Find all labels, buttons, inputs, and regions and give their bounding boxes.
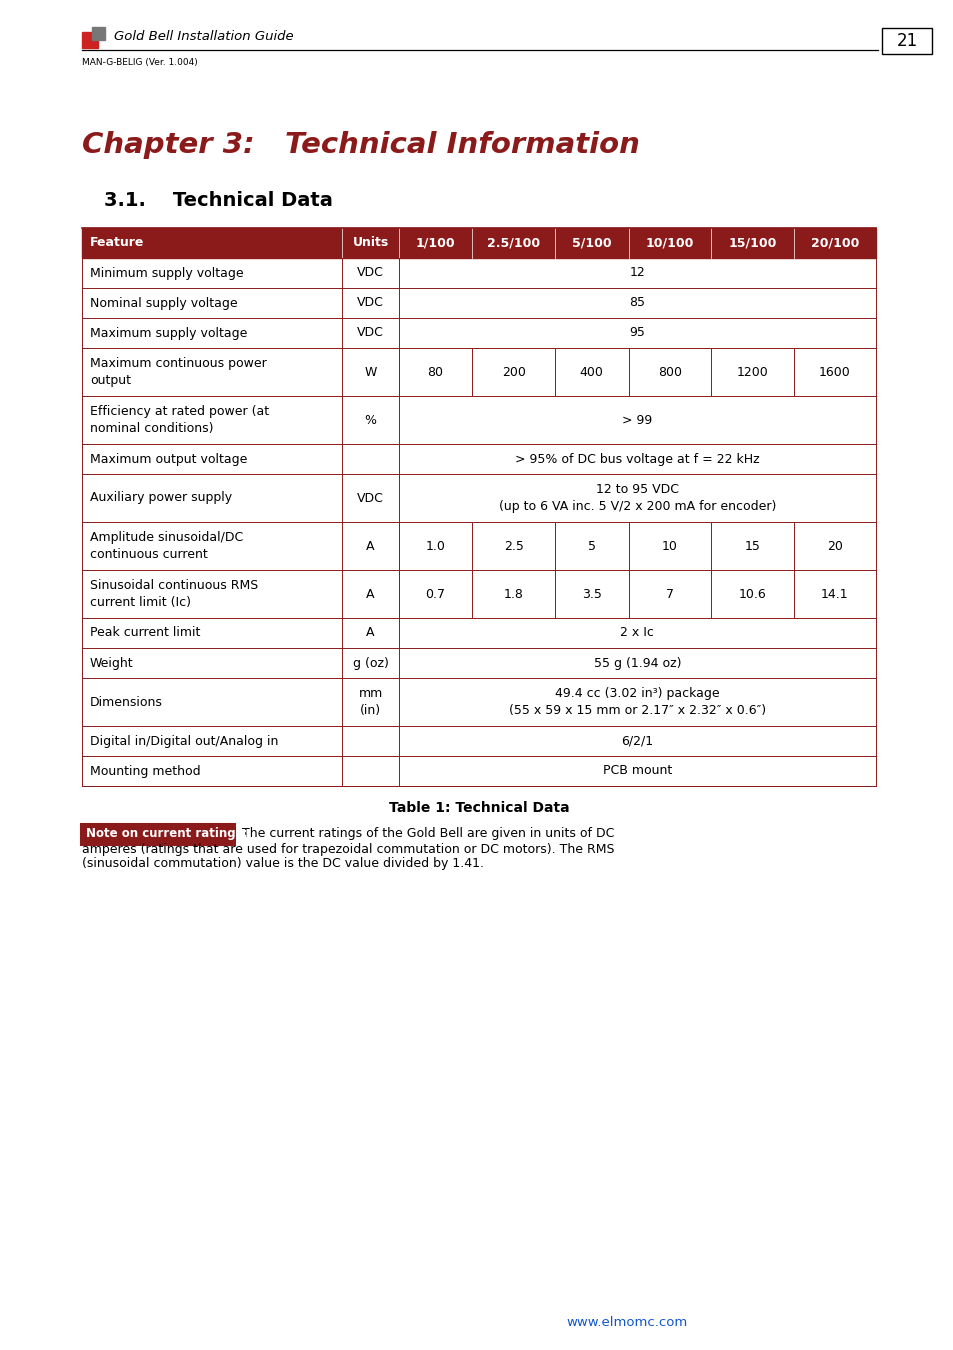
Text: %: % (364, 413, 376, 427)
Text: A: A (366, 540, 375, 552)
Text: 80: 80 (427, 366, 443, 378)
Text: 5: 5 (587, 540, 596, 552)
Bar (82, 570, 875, 618)
Text: 12 to 95 VDC
(up to 6 VA inc. 5 V/2 x 200 mA for encoder): 12 to 95 VDC (up to 6 VA inc. 5 V/2 x 20… (498, 483, 775, 513)
Text: Maximum output voltage: Maximum output voltage (90, 452, 247, 466)
Text: Chapter 3:   Technical Information: Chapter 3: Technical Information (82, 131, 639, 159)
Text: Maximum continuous power
output: Maximum continuous power output (90, 356, 267, 387)
Bar (82, 648, 875, 678)
Text: Mounting method: Mounting method (90, 764, 200, 778)
Text: 1/100: 1/100 (416, 236, 455, 250)
Text: Peak current limit: Peak current limit (90, 626, 200, 640)
Text: 3.1.    Technical Data: 3.1. Technical Data (104, 190, 333, 209)
Text: > 99: > 99 (621, 413, 652, 427)
Text: g (oz): g (oz) (353, 656, 388, 670)
Text: 1600: 1600 (818, 366, 850, 378)
Bar (82, 444, 875, 474)
Text: VDC: VDC (356, 491, 383, 505)
Text: 0.7: 0.7 (425, 587, 445, 601)
Text: Auxiliary power supply: Auxiliary power supply (90, 491, 232, 505)
Text: Digital in/Digital out/Analog in: Digital in/Digital out/Analog in (90, 734, 278, 748)
Bar (82, 319, 875, 348)
Text: A: A (366, 626, 375, 640)
Bar (82, 474, 875, 522)
Text: 21: 21 (896, 32, 917, 50)
Bar (82, 756, 875, 786)
Text: www.elmomc.com: www.elmomc.com (566, 1315, 687, 1328)
Text: 1200: 1200 (736, 366, 767, 378)
Text: 10.6: 10.6 (738, 587, 765, 601)
Text: A: A (366, 587, 375, 601)
Text: Units: Units (352, 236, 388, 250)
Text: 12: 12 (629, 266, 644, 279)
Text: PCB mount: PCB mount (602, 764, 671, 778)
Text: Feature: Feature (90, 236, 144, 250)
Text: (sinusoidal commutation) value is the DC value divided by 1.41.: (sinusoidal commutation) value is the DC… (82, 857, 483, 871)
Text: W: W (364, 366, 376, 378)
Bar (82, 288, 875, 319)
Text: 10: 10 (661, 540, 678, 552)
Bar (81, 824, 234, 845)
Text: 49.4 cc (3.02 in³) package
(55 x 59 x 15 mm or 2.17″ x 2.32″ x 0.6″): 49.4 cc (3.02 in³) package (55 x 59 x 15… (508, 687, 765, 717)
Text: Amplitude sinusoidal/DC
continuous current: Amplitude sinusoidal/DC continuous curre… (90, 531, 243, 562)
Bar (82, 678, 875, 726)
Text: Dimensions: Dimensions (90, 695, 163, 709)
Text: 20/100: 20/100 (810, 236, 858, 250)
Text: 15/100: 15/100 (727, 236, 776, 250)
Text: 20: 20 (826, 540, 841, 552)
Text: The current ratings of the Gold Bell are given in units of DC: The current ratings of the Gold Bell are… (237, 828, 614, 841)
Text: > 95% of DC bus voltage at f = 22 kHz: > 95% of DC bus voltage at f = 22 kHz (515, 452, 759, 466)
Text: Note on current ratings:: Note on current ratings: (86, 828, 247, 841)
Bar (82, 396, 875, 444)
Bar (82, 825, 233, 844)
Text: 6/2/1: 6/2/1 (620, 734, 653, 748)
Bar (82, 348, 875, 396)
Text: Efficiency at rated power (at
nominal conditions): Efficiency at rated power (at nominal co… (90, 405, 269, 435)
Bar (82, 228, 875, 258)
Text: Gold Bell Installation Guide: Gold Bell Installation Guide (113, 30, 294, 42)
Text: 2.5/100: 2.5/100 (487, 236, 539, 250)
Text: VDC: VDC (356, 297, 383, 309)
Text: Weight: Weight (90, 656, 133, 670)
Text: 5/100: 5/100 (572, 236, 611, 250)
Text: 1.0: 1.0 (425, 540, 445, 552)
Text: Nominal supply voltage: Nominal supply voltage (90, 297, 237, 309)
Text: 400: 400 (579, 366, 603, 378)
Bar (91, 27, 105, 40)
Text: 2 x Ic: 2 x Ic (619, 626, 654, 640)
Bar (82, 522, 875, 570)
Text: 14.1: 14.1 (821, 587, 848, 601)
Text: 200: 200 (501, 366, 525, 378)
Text: 1.8: 1.8 (503, 587, 523, 601)
Text: 55 g (1.94 oz): 55 g (1.94 oz) (593, 656, 680, 670)
Text: 2.5: 2.5 (503, 540, 523, 552)
Text: 3.5: 3.5 (581, 587, 601, 601)
Text: 85: 85 (629, 297, 644, 309)
Bar (82, 618, 875, 648)
Text: 800: 800 (658, 366, 681, 378)
Text: VDC: VDC (356, 266, 383, 279)
Text: Sinusoidal continuous RMS
current limit (Ic): Sinusoidal continuous RMS current limit … (90, 579, 258, 609)
Text: Maximum supply voltage: Maximum supply voltage (90, 327, 247, 339)
Text: 95: 95 (629, 327, 644, 339)
Text: 10/100: 10/100 (645, 236, 694, 250)
Text: Minimum supply voltage: Minimum supply voltage (90, 266, 243, 279)
Text: amperes (ratings that are used for trapezoidal commutation or DC motors). The RM: amperes (ratings that are used for trape… (82, 842, 614, 856)
Text: 15: 15 (743, 540, 760, 552)
Text: MAN-G-BELIG (Ver. 1.004): MAN-G-BELIG (Ver. 1.004) (82, 58, 197, 68)
Text: 7: 7 (665, 587, 673, 601)
Text: Table 1: Technical Data: Table 1: Technical Data (388, 801, 569, 815)
Bar (82, 726, 875, 756)
Text: VDC: VDC (356, 327, 383, 339)
Bar (82, 258, 875, 288)
Bar (82, 32, 98, 49)
Text: mm
(in): mm (in) (358, 687, 382, 717)
Bar (882, 28, 931, 54)
